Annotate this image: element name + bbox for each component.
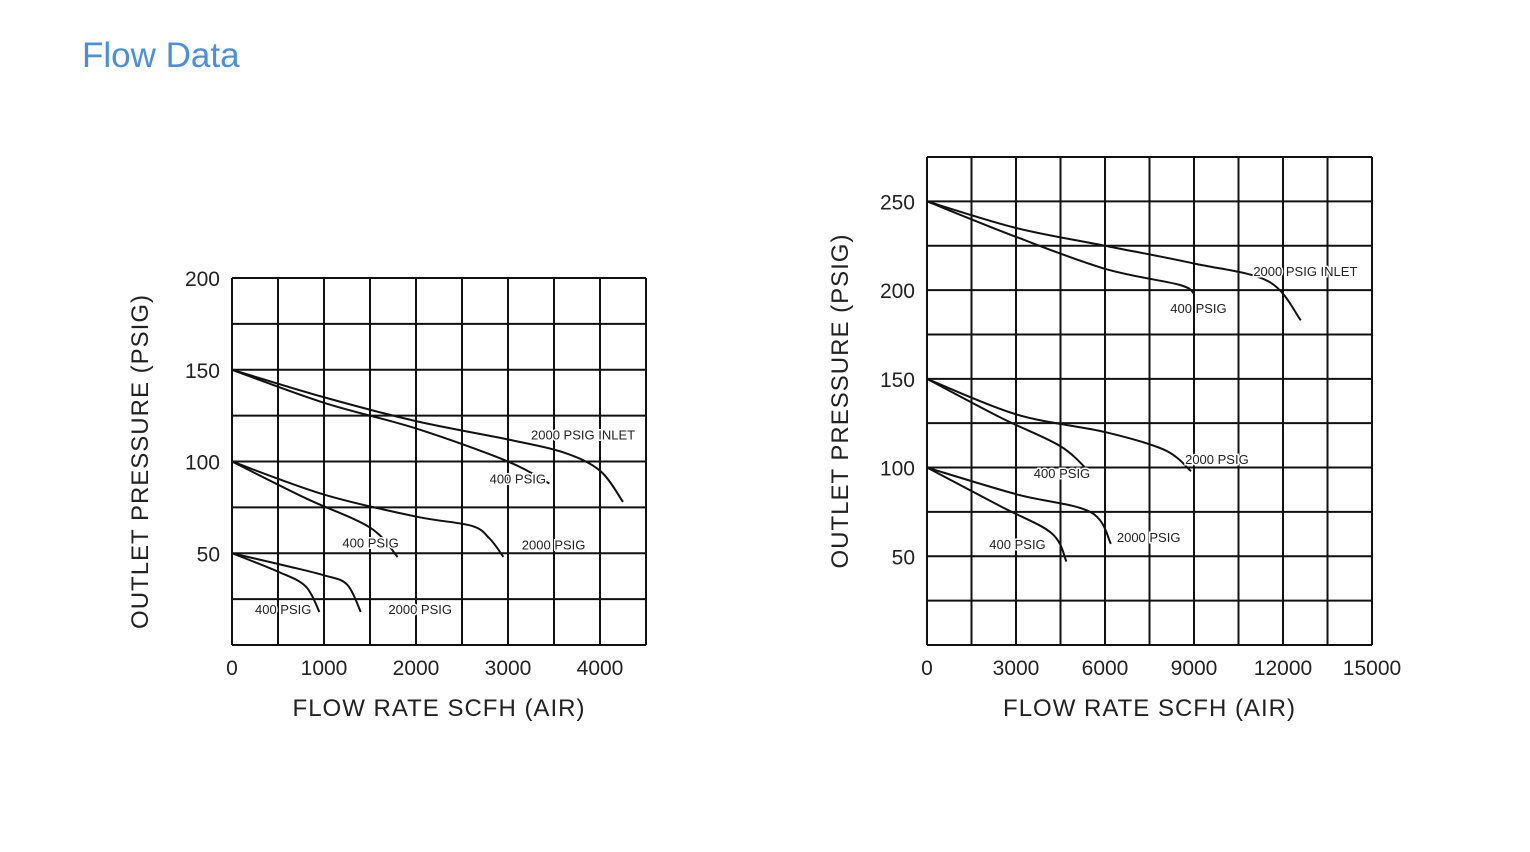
curve-label: 2000 PSIG: [388, 602, 452, 617]
series-curve: [231, 460, 399, 558]
x-axis-title: FLOW RATE SCFH (AIR): [293, 695, 586, 722]
series-curve: [231, 460, 505, 558]
curve-label: 2000 PSIG INLET: [531, 427, 635, 442]
y-tick-label: 200: [185, 268, 220, 291]
x-tick-label: 3000: [485, 657, 532, 680]
series-curve: [231, 368, 624, 503]
series-curve: [231, 368, 550, 485]
x-tick-label: 0: [226, 657, 238, 680]
y-tick-label: 100: [185, 452, 220, 475]
x-tick-label: 1000: [301, 657, 348, 680]
curve-label: 2000 PSIG: [522, 538, 586, 553]
series-curve: [231, 552, 321, 613]
x-tick-label: 2000: [393, 657, 440, 680]
y-axis-title: OUTLET PRESSURE (PSIG): [127, 294, 154, 629]
series-curve: [231, 552, 362, 613]
y-tick-label: 150: [185, 360, 220, 383]
curve-label: 400 PSIG: [490, 472, 546, 487]
x-tick-label: 4000: [577, 657, 624, 680]
curve-label: 400 PSIG: [255, 602, 311, 617]
y-tick-label: 50: [197, 543, 220, 566]
page-title: Flow Data: [82, 36, 240, 75]
curve-label: 400 PSIG: [342, 536, 398, 551]
